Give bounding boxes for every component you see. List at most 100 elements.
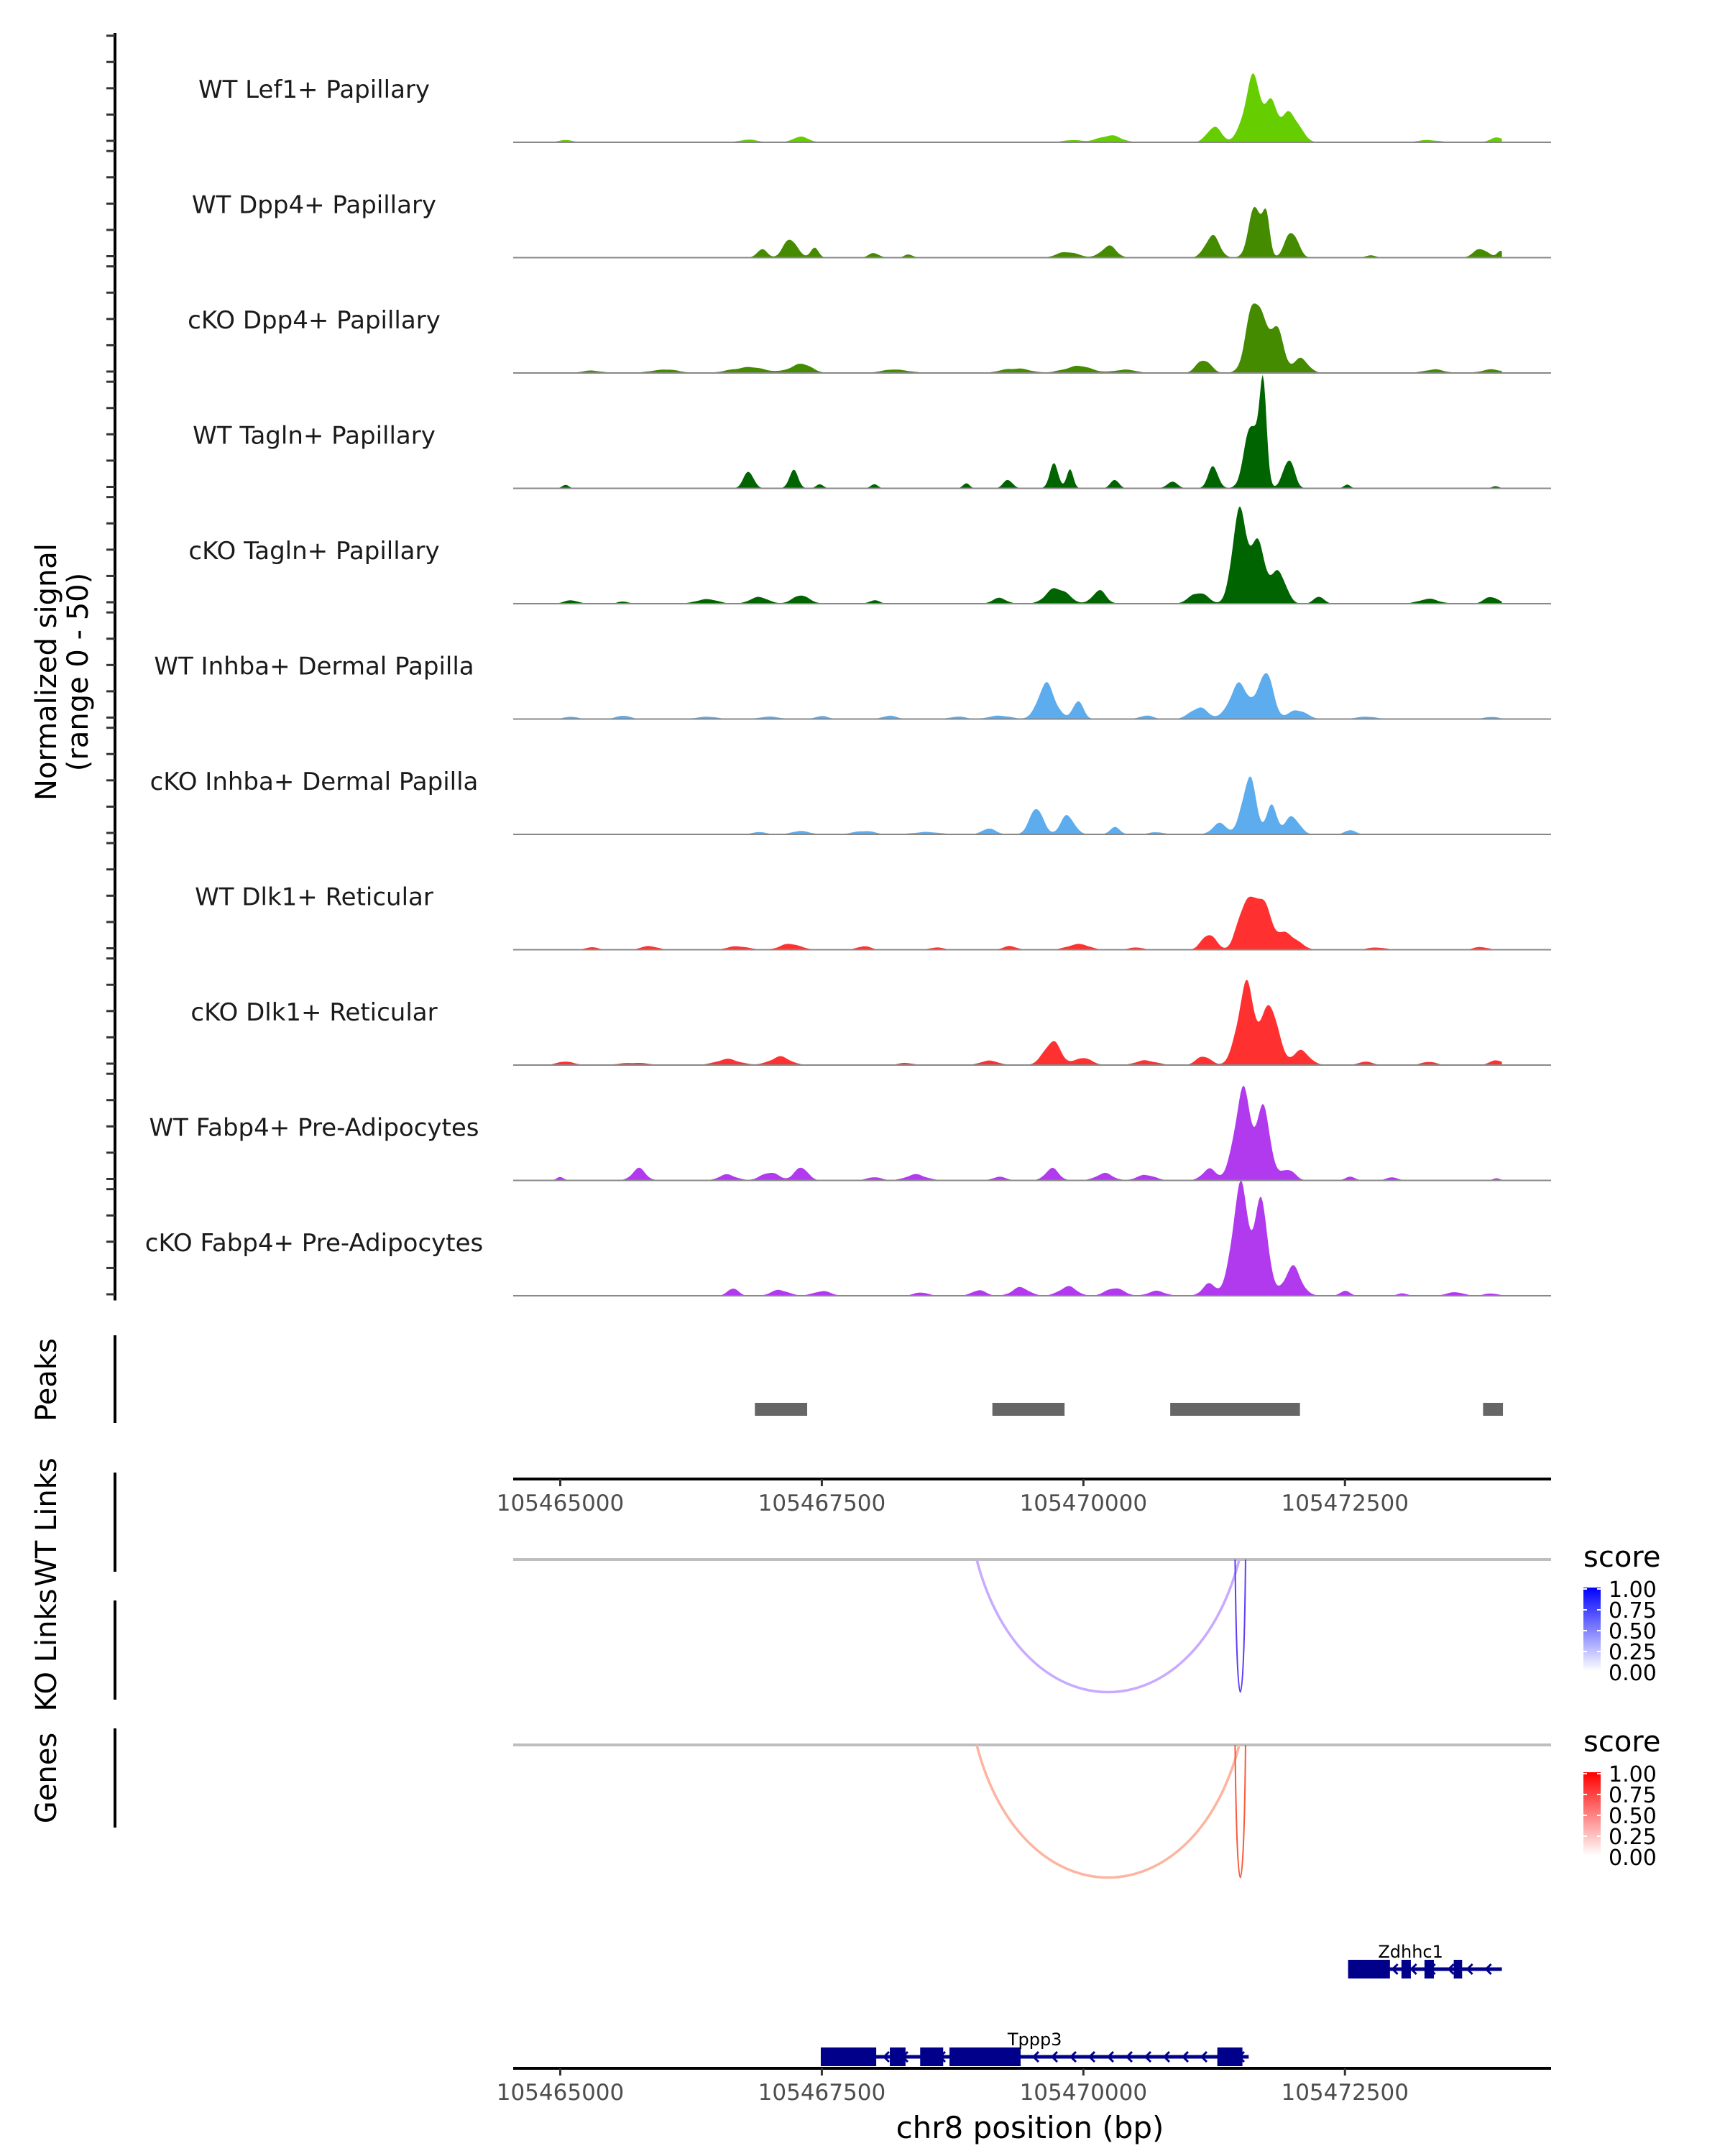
track-label: WT Lef1+ Papillary (198, 75, 430, 104)
coverage-area (528, 507, 1502, 604)
coverage-area (528, 206, 1502, 258)
exon (1401, 1960, 1411, 1978)
coverage-track: WT Dlk1+ Reticular (195, 883, 1551, 951)
legend-tick-label: 0.75 (1609, 1783, 1657, 1808)
coverage-track: cKO Inhba+ Dermal Papilla (150, 768, 1551, 835)
link-arc (1234, 1744, 1246, 1879)
ko-score-legend: score 1.000.750.500.250.00 (1583, 1726, 1660, 1871)
x-axis-peaks: 105465000 105467500 105470000 105472500 (497, 1478, 1551, 1516)
legend-tick-label: 0.25 (1609, 1825, 1657, 1850)
track-label: cKO Inhba+ Dermal Papilla (150, 768, 479, 796)
legend-tick-label: 0.00 (1609, 1661, 1657, 1686)
ko-links-label: KO Links (30, 1589, 63, 1712)
strand-arrow-icon (1162, 2050, 1171, 2063)
strand-arrow-icon (1409, 1963, 1417, 1976)
x-tick-label: 105467500 (758, 1491, 886, 1516)
x-tick-label: 105472500 (1281, 2080, 1409, 2106)
coverage-track: WT Inhba+ Dermal Papilla (154, 653, 1551, 720)
coverage-y-axis-title: Normalized signal (range 0 - 50) (30, 543, 95, 801)
peak-region (992, 1403, 1065, 1416)
strand-arrow-icon (1391, 1963, 1399, 1976)
track-label: WT Fabp4+ Pre-Adipocytes (150, 1114, 479, 1143)
exon (1453, 1960, 1463, 1978)
track-label: cKO Tagln+ Papillary (188, 537, 439, 566)
strand-arrow-icon (1031, 2050, 1040, 2063)
coverage-area (528, 374, 1502, 489)
coverage-track: cKO Fabp4+ Pre-Adipocytes (145, 1181, 1551, 1296)
strand-arrow-icon (1200, 2050, 1208, 2063)
coverage-area (528, 980, 1502, 1065)
gene-model: Tppp3 (820, 2030, 1249, 2066)
x-tick-label: 105465000 (497, 1491, 625, 1516)
x-tick-label: 105467500 (758, 2080, 886, 2106)
legend-tick-label: 1.00 (1609, 1577, 1657, 1603)
track-label: cKO Dpp4+ Papillary (188, 306, 441, 335)
peaks-track (755, 1403, 1504, 1416)
strand-arrow-icon (1106, 2050, 1115, 2063)
strand-arrow-icon (1125, 2050, 1133, 2063)
strand-arrow-icon (1181, 2050, 1190, 2063)
x-tick-label: 105470000 (1020, 2080, 1148, 2106)
coverage-area (528, 1181, 1502, 1296)
gene-model: Zdhhc1 (1348, 1942, 1502, 1978)
coverage-area (528, 673, 1502, 719)
coverage-area (528, 1085, 1502, 1181)
strand-arrow-icon (1484, 1963, 1492, 1976)
peak-region (755, 1403, 808, 1416)
legend-tick-label: 0.00 (1609, 1846, 1657, 1871)
legend-colorbar (1583, 1772, 1601, 1856)
genes-track: Tppp3 Zdhhc1 (820, 1942, 1502, 2066)
gene-label: Zdhhc1 (1378, 1942, 1443, 1962)
x-tick-label: 105470000 (1020, 1491, 1148, 1516)
strand-arrow-icon (1466, 1963, 1473, 1976)
wt-links-label: WT Links (30, 1457, 63, 1586)
peak-region (1483, 1403, 1504, 1416)
track-label: cKO Dlk1+ Reticular (190, 998, 437, 1027)
legend-tick-label: 0.50 (1609, 1619, 1657, 1644)
x-tick-label: 105472500 (1281, 1491, 1409, 1516)
exon (1424, 1960, 1434, 1978)
exon (1217, 2047, 1243, 2066)
wt-score-legend: score 1.000.750.500.250.00 (1583, 1541, 1660, 1686)
coverage-area (528, 896, 1502, 950)
ylabel-line2: (range 0 - 50) (62, 573, 95, 771)
track-label: WT Inhba+ Dermal Papilla (154, 653, 474, 681)
track-label: WT Dpp4+ Papillary (192, 191, 436, 220)
exon (949, 2047, 1021, 2066)
track-label: cKO Fabp4+ Pre-Adipocytes (145, 1229, 484, 1258)
legend-tick-label: 0.75 (1609, 1598, 1657, 1623)
wt-links-track (513, 1558, 1551, 1694)
track-label: WT Dlk1+ Reticular (195, 883, 433, 912)
coverage-track: cKO Dpp4+ Papillary (188, 303, 1551, 374)
exon (1348, 1960, 1390, 1978)
coverage-track: cKO Tagln+ Papillary (188, 507, 1551, 604)
coverage-track: WT Fabp4+ Pre-Adipocytes (150, 1085, 1551, 1181)
coverage-track: WT Tagln+ Papillary (193, 374, 1551, 489)
legend-title: score (1583, 1541, 1660, 1574)
exon (890, 2047, 906, 2066)
exon (920, 2047, 944, 2066)
ko-links-title: KO Links (30, 1589, 63, 1712)
coverage-area (528, 303, 1502, 373)
wt-links-title: WT Links (30, 1457, 63, 1586)
genes-track-title: Genes (30, 1733, 63, 1823)
legend-tick-label: 0.25 (1609, 1640, 1657, 1665)
strand-arrow-icon (1050, 2050, 1059, 2063)
peaks-track-title: Peaks (30, 1338, 63, 1422)
strand-arrow-icon (1069, 2050, 1077, 2063)
strand-arrow-icon (1144, 2050, 1152, 2063)
coverage-track: WT Lef1+ Papillary (198, 73, 1551, 143)
coverage-y-axis (106, 33, 116, 1301)
link-arc (975, 1744, 1241, 1879)
x-axis-genes: 105465000 105467500 105470000 105472500 (497, 2067, 1551, 2106)
gene-label: Tppp3 (1007, 2030, 1062, 2050)
ylabel-line1: Normalized signal (30, 543, 63, 801)
link-arc (975, 1559, 1241, 1694)
strand-arrow-icon (882, 2050, 891, 2063)
exon (820, 2047, 877, 2066)
legend-tick-label: 0.50 (1609, 1804, 1657, 1829)
peak-region (1170, 1403, 1300, 1416)
legend-colorbar (1583, 1588, 1601, 1671)
legend-title: score (1583, 1726, 1660, 1759)
